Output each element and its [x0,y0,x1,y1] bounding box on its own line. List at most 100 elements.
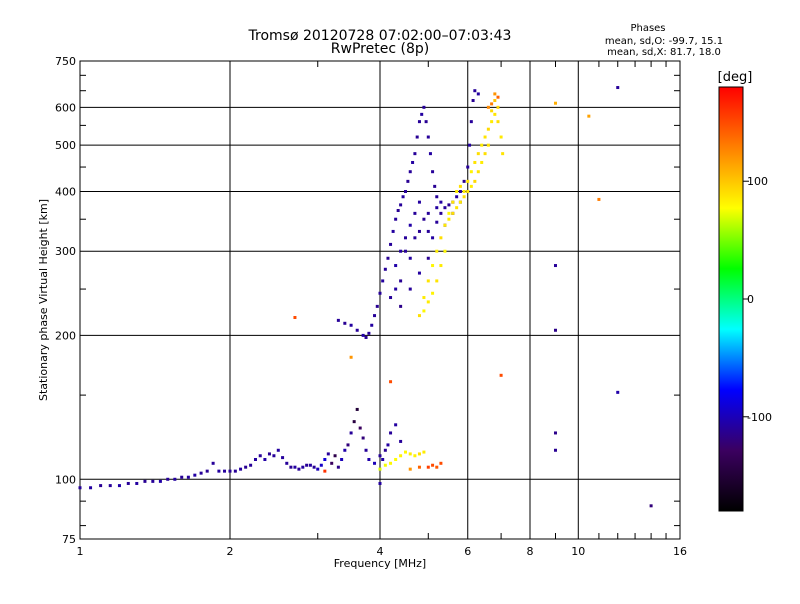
data-point [389,461,393,465]
data-point [439,264,443,268]
data-point [553,101,557,105]
data-point [378,481,382,485]
data-point [293,315,297,319]
data-point [367,331,371,335]
data-points [78,86,653,508]
data-point [343,321,347,325]
data-point [439,200,443,204]
data-point [408,287,412,291]
data-point [415,135,419,139]
data-point [166,477,170,481]
data-point [403,249,407,253]
data-point [340,457,344,461]
data-point [217,469,221,473]
data-point [308,463,312,467]
data-point [361,436,365,440]
data-point [431,170,435,174]
data-point [458,184,462,188]
y-tick-label: 500 [55,139,76,152]
data-point [223,469,227,473]
data-point [439,236,443,240]
data-point [417,314,421,318]
data-point [336,318,340,322]
data-point [496,105,500,109]
data-point [435,279,439,283]
x-tick-label: 8 [527,545,534,558]
data-point [490,102,494,106]
data-point [455,195,459,199]
data-point [417,200,421,204]
data-point [233,469,237,473]
data-point [471,99,475,103]
data-point [455,206,459,210]
data-point [462,179,466,183]
data-point [483,152,487,156]
stats-line-x: mean, sd,X: 81.7, 18.0 [607,47,721,58]
data-point [394,423,398,427]
data-point [499,373,503,377]
data-point [443,223,447,227]
data-point [386,256,390,260]
data-point [493,92,497,96]
data-point [349,355,353,359]
data-point [553,264,557,268]
stats-heading: Phases [630,23,665,34]
data-point [443,249,447,253]
data-point [406,179,410,183]
data-point [462,195,466,199]
data-point [253,457,257,461]
data-point [490,109,494,113]
data-point [199,471,203,475]
data-point [473,160,477,164]
colorbar-tick-label: 0 [747,293,754,306]
data-point [417,229,421,233]
data-point [394,217,398,221]
data-point [301,465,305,469]
data-point [352,420,356,424]
data-point [486,105,490,109]
data-point [447,203,451,207]
y-tick-label: 400 [55,185,76,198]
data-point [186,475,190,479]
data-point [411,160,415,164]
data-point [616,390,620,394]
data-point [361,333,365,337]
data-point [473,179,477,183]
data-point [616,86,620,90]
data-point [413,211,417,215]
y-tick-label: 100 [55,473,76,486]
data-point [389,380,393,384]
data-point [228,469,232,473]
data-point [391,229,395,233]
data-point [403,450,407,454]
data-point [451,211,455,215]
data-point [373,314,377,318]
data-point [336,465,340,469]
y-tick-label: 300 [55,245,76,258]
x-tick-label: 2 [227,545,234,558]
data-point [333,454,337,458]
data-point [480,160,484,164]
colorbar-tick-label: 100 [747,175,768,188]
data-point [346,443,350,447]
data-point [193,473,197,477]
data-point [401,195,405,199]
data-point [486,143,490,147]
data-point [496,95,500,99]
data-point [244,465,248,469]
data-point [263,457,267,461]
data-point [422,309,426,313]
data-point [378,454,382,458]
data-point [399,454,403,458]
data-point [426,300,430,304]
data-point [386,443,390,447]
colorbar [718,86,744,512]
chart-subtitle: RwPretec (8p) [331,41,429,57]
data-point [403,189,407,193]
data-point [293,465,297,469]
data-point [399,439,403,443]
data-point [428,152,432,156]
data-point [89,486,93,490]
data-point [408,452,412,456]
data-point [316,467,320,471]
